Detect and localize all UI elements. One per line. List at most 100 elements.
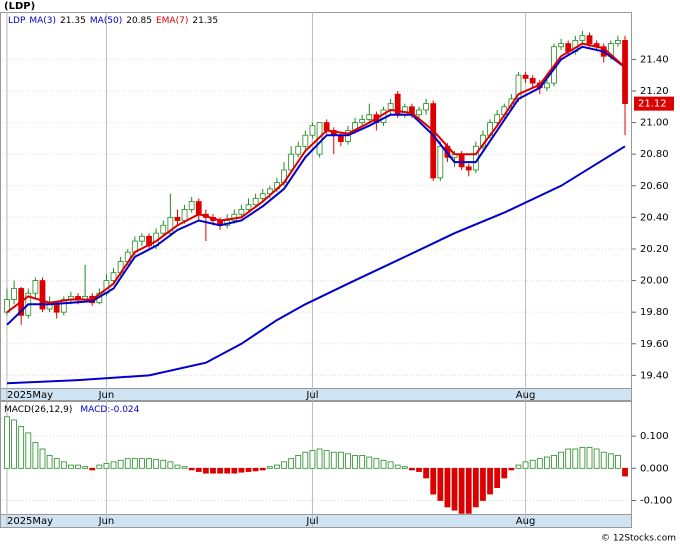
y-tick-label: 0.100: [640, 431, 669, 442]
macd-bar: [4, 416, 10, 469]
candle-body: [579, 35, 586, 41]
price-tag-label: 21.12: [638, 99, 667, 110]
y-tick-label: -0.100: [640, 495, 672, 506]
y-tick-label: 20.80: [640, 149, 669, 160]
macd-bar: [401, 466, 408, 469]
macd-bar: [174, 464, 181, 469]
candle-body: [615, 40, 621, 44]
candle-body: [437, 145, 444, 179]
macd-bar: [480, 467, 486, 501]
y-tick-label: 19.40: [640, 370, 669, 381]
macd-bar: [153, 458, 160, 469]
candle-body: [139, 235, 145, 242]
macd-bar: [302, 451, 309, 469]
x-tick-label: 2025May: [7, 390, 53, 401]
macd-bar: [458, 467, 465, 514]
macd-bar: [543, 456, 550, 469]
candle-body: [558, 43, 564, 48]
legend-value: -0.024: [110, 405, 139, 415]
macd-bar: [444, 467, 451, 508]
macd-bar: [53, 458, 60, 469]
macd-bar: [224, 467, 231, 474]
macd-bar: [394, 464, 401, 469]
candle-body: [167, 216, 174, 234]
macd-bar: [558, 451, 564, 469]
candle-body: [259, 193, 266, 199]
macd-bar: [18, 426, 25, 469]
macd-bar: [579, 446, 586, 469]
legend-name: EMA(7): [156, 16, 188, 26]
series-line: [6, 42, 626, 314]
macd-bar: [210, 467, 216, 474]
candle-body: [32, 280, 39, 294]
macd-bar: [345, 453, 351, 469]
x-tick-label: Aug: [516, 516, 536, 527]
candle-body: [366, 114, 373, 120]
candle-body: [60, 299, 67, 313]
macd-bar: [203, 467, 209, 474]
y-tick-label: 21.00: [640, 118, 669, 129]
candle-body: [359, 119, 366, 123]
macd-bar: [607, 453, 614, 469]
legend: MACD(26,12,9) MACD:-0.024: [4, 405, 140, 415]
legend-name: MACD(26,12,9): [4, 405, 72, 415]
macd-bar: [217, 467, 223, 474]
macd-bar: [131, 458, 138, 469]
candle-body: [181, 209, 188, 221]
macd-bar: [195, 467, 202, 472]
y-tick-label: 19.80: [640, 307, 669, 318]
macd-bar: [409, 467, 415, 471]
price-date-strip: [0, 388, 632, 401]
x-tick-label: Jul: [305, 516, 318, 527]
price-tag: [634, 96, 674, 111]
macd-bar: [437, 467, 444, 501]
macd-bar: [146, 458, 152, 469]
x-tick-label: 2025May: [7, 516, 53, 527]
macd-bar: [82, 466, 89, 469]
y-tick-label: 0.000: [640, 463, 669, 474]
macd-bar: [359, 455, 366, 469]
candle-body: [245, 204, 252, 210]
y-tick-label: 21.40: [640, 54, 669, 65]
macd-bar: [536, 458, 543, 469]
macd-bar: [472, 467, 479, 508]
candle-body: [401, 106, 408, 116]
macd-bar: [309, 450, 316, 469]
candle-body: [465, 166, 472, 171]
candle-body: [160, 224, 167, 234]
x-tick-label: Aug: [516, 390, 536, 401]
macd-bar: [622, 467, 628, 477]
macd-bar: [551, 455, 557, 469]
macd-bar: [515, 464, 522, 469]
macd-bar: [337, 451, 344, 469]
macd-bar: [501, 467, 508, 479]
y-tick-label: 20.40: [640, 212, 669, 223]
macd-bar: [25, 432, 32, 469]
macd-bar: [494, 467, 501, 489]
macd-bar: [110, 461, 117, 469]
macd-bar: [295, 455, 302, 469]
macd-bar: [373, 458, 380, 469]
macd-bar: [68, 464, 74, 469]
legend: LDP MA(3) 21.35 MA(50) 20.85 EMA(7) 21.35: [8, 16, 218, 26]
legend-ticker: LDP: [8, 16, 26, 26]
candle-body: [586, 35, 593, 44]
y-tick-label: 20.20: [640, 244, 669, 255]
macd-bar: [274, 464, 280, 469]
macd-bar: [416, 467, 422, 472]
macd-bar: [387, 461, 394, 469]
macd-bar: [167, 461, 174, 469]
macd-bar: [615, 455, 621, 469]
candle-body: [494, 114, 501, 123]
macd-bar: [103, 463, 110, 469]
macd-bar: [288, 458, 295, 469]
legend-name: MACD:: [80, 405, 110, 415]
macd-bar: [465, 467, 472, 514]
candle-body: [4, 299, 10, 313]
candle-body: [423, 103, 429, 111]
macd-bar: [96, 464, 103, 469]
candle-body: [416, 109, 422, 116]
legend-value: 20.85: [126, 16, 152, 26]
macd-bar: [32, 442, 39, 469]
